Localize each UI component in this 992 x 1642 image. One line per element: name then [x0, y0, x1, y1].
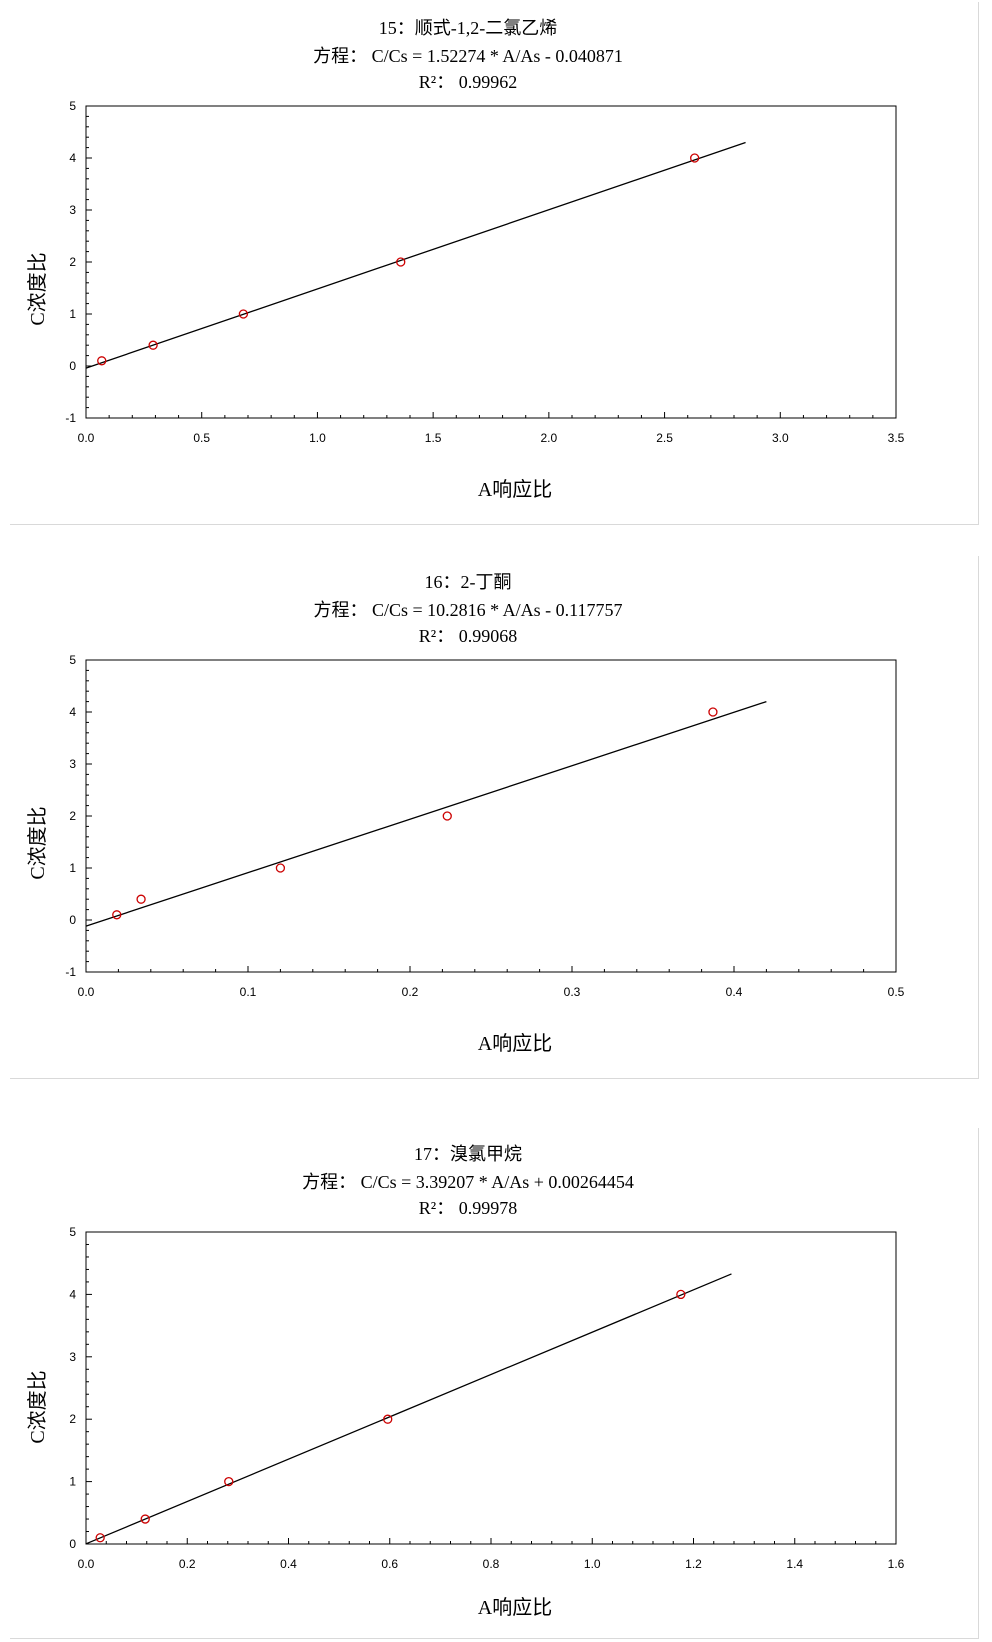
x-tick-label: 3.5 [888, 431, 905, 445]
y-tick-label: 5 [69, 1225, 76, 1239]
y-tick-label: 0 [69, 913, 76, 927]
plot-area-frame [85, 105, 897, 419]
x-tick-label: 0.6 [381, 1557, 398, 1571]
x-axis-label: A响应比 [478, 1032, 552, 1055]
regression-line [85, 700, 767, 927]
x-tick-label: 1.4 [786, 1557, 803, 1571]
data-point [383, 1414, 393, 1424]
chart-title: 17：溴氯甲烷 [414, 1144, 522, 1164]
y-tick-label: 2 [69, 255, 76, 269]
chart-svg-16: 16：2-丁酮 方程： C/Cs = 10.2816 * A/As - 0.11… [26, 572, 905, 1055]
data-point [112, 910, 122, 920]
chart-title: 15：顺式-1,2-二氯乙烯 [379, 18, 558, 38]
x-tick-label: 0.8 [483, 1557, 500, 1571]
data-point [275, 863, 286, 873]
y-axis-label: C浓度比 [26, 252, 49, 325]
x-tick-label: 1.2 [685, 1557, 702, 1571]
chart-equation: 方程： C/Cs = 10.2816 * A/As - 0.117757 [313, 600, 622, 620]
x-tick-label: 1.0 [584, 1557, 601, 1571]
y-tick-label: 3 [69, 757, 76, 771]
x-tick-label: 0.2 [179, 1557, 196, 1571]
y-tick-label: 5 [69, 99, 76, 113]
chart-r-squared: R²： 0.99962 [419, 72, 517, 92]
y-tick-label: -1 [65, 965, 76, 979]
y-tick-label: 2 [69, 809, 76, 823]
data-point [676, 1289, 686, 1300]
regression-line [85, 141, 746, 369]
data-point [690, 153, 700, 163]
chart-svg-17: 17：溴氯甲烷 方程： C/Cs = 3.39207 * A/As + 0.00… [26, 1144, 905, 1619]
x-tick-label: 0.5 [193, 431, 210, 445]
x-tick-label: 2.5 [656, 431, 673, 445]
y-axis-label: C浓度比 [26, 1370, 49, 1443]
x-tick-label: 0.0 [78, 1557, 95, 1571]
y-tick-label: 0 [69, 359, 76, 373]
chart-equation: 方程： C/Cs = 3.39207 * A/As + 0.00264454 [302, 1172, 634, 1192]
x-axis-label: A响应比 [478, 478, 552, 501]
x-tick-label: 0.0 [78, 431, 95, 445]
x-tick-label: 1.0 [309, 431, 326, 445]
y-tick-label: -1 [65, 411, 76, 425]
data-point [97, 356, 107, 366]
y-axis-label: C浓度比 [26, 806, 49, 879]
data-point [708, 707, 718, 717]
x-tick-label: 1.5 [425, 431, 442, 445]
x-axis-label: A响应比 [478, 1596, 552, 1619]
plot-area-frame [85, 1231, 897, 1545]
y-tick-label: 0 [69, 1537, 76, 1551]
chart-r-squared: R²： 0.99978 [419, 1198, 517, 1218]
x-tick-label: 1.6 [888, 1557, 905, 1571]
data-point [396, 257, 406, 267]
y-tick-label: 2 [69, 1412, 76, 1426]
chart-panel-15: 15：顺式-1,2-二氯乙烯 方程： C/Cs = 1.52274 * A/As… [10, 2, 979, 525]
data-point [238, 309, 249, 319]
data-point [148, 340, 158, 350]
data-point [442, 811, 452, 821]
y-tick-label: 5 [69, 653, 76, 667]
y-tick-label: 4 [69, 705, 76, 719]
x-tick-label: 0.4 [726, 985, 743, 999]
y-tick-label: 3 [69, 1350, 76, 1364]
x-tick-label: 0.4 [280, 1557, 297, 1571]
data-point [140, 1514, 150, 1524]
chart-equation: 方程： C/Cs = 1.52274 * A/As - 0.040871 [313, 46, 623, 66]
regression-line [85, 1273, 732, 1545]
data-point [136, 894, 146, 904]
y-tick-label: 1 [69, 1475, 76, 1489]
y-tick-label: 4 [69, 151, 76, 165]
data-point [95, 1533, 105, 1543]
y-tick-label: 3 [69, 203, 76, 217]
plot-area-frame [85, 659, 897, 973]
x-tick-label: 2.0 [541, 431, 558, 445]
x-tick-label: 3.0 [772, 431, 789, 445]
chart-r-squared: R²： 0.99068 [419, 626, 517, 646]
x-tick-label: 0.1 [240, 985, 257, 999]
chart-panel-16: 16：2-丁酮 方程： C/Cs = 10.2816 * A/As - 0.11… [10, 556, 979, 1079]
x-tick-label: 0.5 [888, 985, 905, 999]
y-tick-label: 1 [69, 861, 76, 875]
y-tick-label: 1 [69, 307, 76, 321]
chart-title: 16：2-丁酮 [425, 572, 512, 592]
y-tick-label: 4 [69, 1287, 76, 1301]
x-tick-label: 0.2 [402, 985, 419, 999]
chart-svg-15: 15：顺式-1,2-二氯乙烯 方程： C/Cs = 1.52274 * A/As… [26, 18, 905, 501]
x-tick-label: 0.3 [564, 985, 581, 999]
data-point [224, 1476, 234, 1487]
x-tick-label: 0.0 [78, 985, 95, 999]
chart-panel-17: 17：溴氯甲烷 方程： C/Cs = 3.39207 * A/As + 0.00… [10, 1128, 979, 1639]
